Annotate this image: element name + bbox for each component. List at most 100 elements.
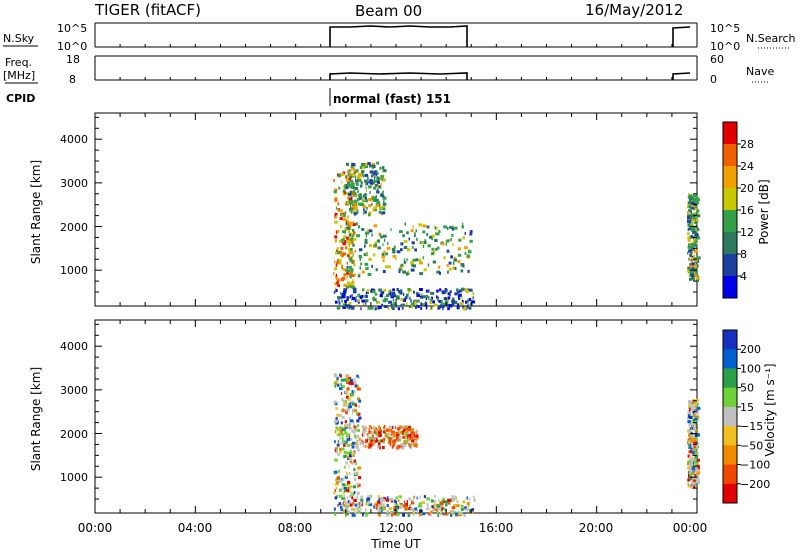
range-gate-cell (464, 251, 467, 255)
range-gate-cell (432, 300, 435, 304)
range-gate-cell (366, 439, 368, 442)
range-gate-cell (342, 189, 346, 193)
range-gate-cell (342, 235, 347, 239)
range-gate-cell (333, 290, 336, 294)
range-gate-cell (353, 231, 356, 235)
range-gate-cell (344, 378, 348, 382)
range-gate-cell (696, 211, 698, 215)
range-gate-cell (366, 436, 370, 440)
range-gate-cell (341, 447, 345, 451)
range-gate-cell (688, 431, 692, 435)
range-gate-cell (378, 425, 381, 429)
range-gate-cell (449, 498, 453, 502)
range-gate-cell (391, 425, 394, 429)
range-gate-cell (369, 164, 373, 168)
range-gate-cell (472, 296, 475, 300)
range-gate-cell (353, 468, 356, 472)
range-gate-cell (353, 171, 356, 175)
range-gate-cell (446, 303, 450, 307)
range-gate-cell (347, 239, 351, 243)
range-gate-cell (399, 499, 400, 503)
colorbar-tick-label: −100 (740, 459, 770, 472)
range-gate-cell (414, 234, 416, 237)
range-gate-cell (361, 433, 363, 437)
range-gate-cell (338, 299, 340, 303)
range-gate-cell (347, 455, 349, 459)
range-gate-cell (369, 170, 374, 174)
range-gate-cell (695, 221, 698, 225)
range-gate-cell (344, 420, 347, 424)
range-gate-cell (386, 496, 389, 500)
range-gate-cell (458, 513, 463, 517)
range-gate-cell (355, 181, 358, 185)
range-gate-cell (411, 245, 414, 249)
velocity-ytick-label: 4000 (60, 340, 88, 353)
range-gate-cell (334, 450, 338, 454)
range-gate-cell (342, 217, 347, 221)
range-gate-cell (349, 237, 354, 241)
range-gate-cell (461, 299, 464, 303)
range-gate-cell (349, 201, 353, 205)
range-gate-cell (357, 510, 361, 514)
range-gate-cell (400, 263, 404, 267)
range-gate-cell (346, 451, 351, 455)
range-gate-cell (687, 454, 690, 458)
range-gate-cell (374, 241, 378, 245)
range-gate-cell (354, 435, 358, 439)
range-gate-cell (334, 198, 338, 202)
range-gate-cell (361, 170, 365, 174)
range-gate-cell (696, 215, 698, 219)
range-gate-cell (339, 447, 341, 451)
range-gate-cell (382, 196, 387, 200)
range-gate-cell (350, 382, 354, 386)
range-gate-cell (342, 268, 345, 272)
range-gate-cell (433, 503, 437, 507)
range-gate-cell (346, 374, 349, 378)
range-gate-cell (441, 242, 445, 246)
range-gate-cell (334, 212, 336, 216)
range-gate-cell (383, 437, 386, 441)
range-gate-cell (427, 244, 431, 248)
range-gate-cell (373, 243, 377, 247)
range-gate-cell (379, 177, 382, 181)
range-gate-cell (334, 384, 337, 388)
power-ytick-label: 2000 (60, 221, 88, 234)
range-gate-cell (347, 183, 349, 187)
range-gate-cell (408, 237, 411, 241)
range-gate-cell (400, 291, 403, 295)
range-gate-cell (454, 496, 457, 500)
range-gate-cell (360, 503, 363, 507)
range-gate-cell (350, 437, 353, 441)
range-gate-cell (396, 288, 399, 291)
range-gate-cell (438, 498, 440, 502)
range-gate-cell (343, 185, 345, 189)
range-gate-cell (353, 490, 356, 494)
range-gate-cell (696, 438, 699, 442)
xtick-label: 04:00 (178, 521, 213, 535)
range-gate-cell (687, 420, 691, 424)
range-gate-cell (403, 293, 405, 296)
range-gate-cell (340, 291, 342, 295)
range-gate-cell (352, 185, 354, 189)
range-gate-cell (405, 293, 409, 297)
range-gate-cell (412, 264, 416, 268)
range-gate-cell (420, 303, 424, 307)
range-gate-cell (365, 438, 369, 442)
range-gate-cell (335, 402, 338, 406)
range-gate-cell (408, 290, 410, 294)
range-gate-cell (336, 413, 340, 417)
range-gate-cell (427, 512, 430, 516)
range-gate-cell (358, 194, 361, 198)
range-gate-cell (688, 439, 692, 443)
range-gate-cell (469, 509, 472, 513)
range-gate-cell (393, 245, 396, 249)
range-gate-cell (351, 430, 356, 434)
range-gate-cell (692, 219, 696, 223)
range-gate-cell (690, 422, 695, 426)
range-gate-cell (342, 491, 345, 495)
range-gate-cell (461, 296, 463, 300)
colorbar-swatch (723, 349, 737, 369)
nsearch-tick-bottom: 10^0 (710, 40, 740, 53)
range-gate-cell (352, 393, 354, 397)
range-gate-cell (692, 231, 696, 235)
